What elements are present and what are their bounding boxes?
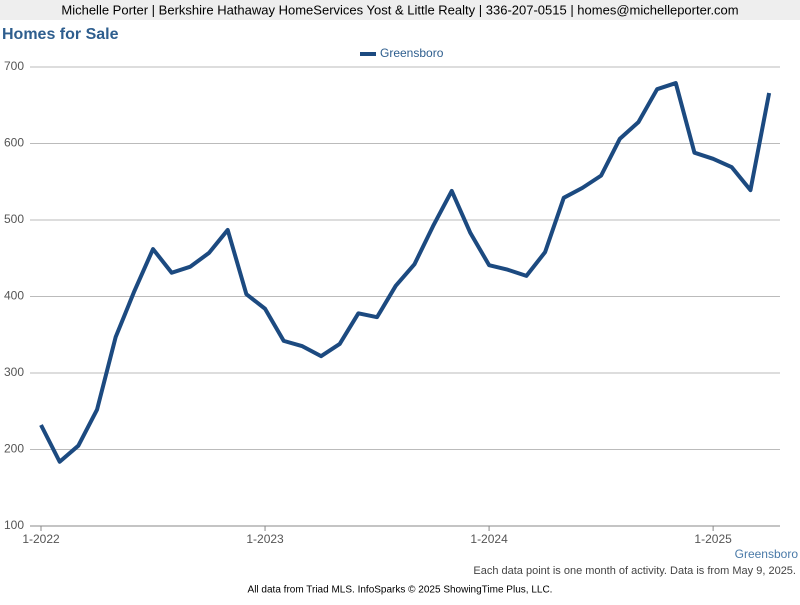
y-tick-label: 200 bbox=[4, 442, 24, 456]
x-tick-label: 1-2022 bbox=[22, 532, 60, 546]
y-tick-label: 500 bbox=[4, 212, 24, 226]
series-label: Greensboro bbox=[735, 547, 799, 561]
footnote: Each data point is one month of activity… bbox=[473, 565, 796, 577]
y-tick-label: 300 bbox=[4, 365, 24, 379]
y-tick-label: 400 bbox=[4, 289, 24, 303]
y-tick-label: 100 bbox=[4, 518, 24, 532]
x-tick-label: 1-2023 bbox=[246, 532, 284, 546]
y-tick-label: 600 bbox=[4, 136, 24, 150]
x-tick-label: 1-2025 bbox=[694, 532, 732, 546]
source: All data from Triad MLS. InfoSparks © 20… bbox=[248, 585, 553, 596]
y-tick-label: 700 bbox=[4, 59, 24, 73]
header: Michelle Porter | Berkshire Hathaway Hom… bbox=[61, 2, 738, 17]
series-line bbox=[39, 81, 772, 464]
legend-label: Greensboro bbox=[380, 46, 444, 60]
x-tick-label: 1-2024 bbox=[470, 532, 508, 546]
chart-title: Homes for Sale bbox=[2, 26, 119, 43]
header-bar bbox=[0, 0, 800, 20]
